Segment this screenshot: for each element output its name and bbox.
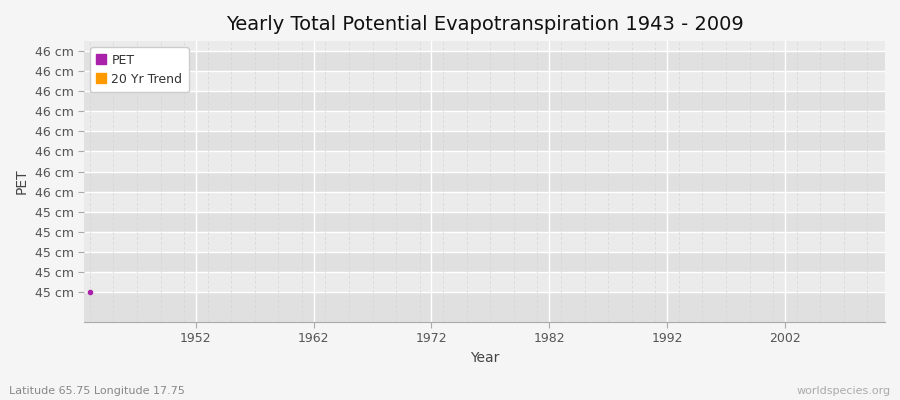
Y-axis label: PET: PET xyxy=(15,169,29,194)
Bar xyxy=(84,41,885,51)
Bar xyxy=(84,91,885,111)
Bar xyxy=(84,172,885,192)
Bar xyxy=(84,292,885,322)
Bar xyxy=(84,252,885,272)
Bar xyxy=(84,51,885,71)
Bar xyxy=(84,152,885,172)
Bar xyxy=(84,272,885,292)
Bar xyxy=(84,192,885,212)
Title: Yearly Total Potential Evapotranspiration 1943 - 2009: Yearly Total Potential Evapotranspiratio… xyxy=(226,15,743,34)
Bar xyxy=(84,132,885,152)
Text: worldspecies.org: worldspecies.org xyxy=(796,386,891,396)
Bar xyxy=(84,212,885,232)
X-axis label: Year: Year xyxy=(470,351,500,365)
Text: Latitude 65.75 Longitude 17.75: Latitude 65.75 Longitude 17.75 xyxy=(9,386,184,396)
Bar xyxy=(84,71,885,91)
Bar xyxy=(84,232,885,252)
Legend: PET, 20 Yr Trend: PET, 20 Yr Trend xyxy=(90,47,189,92)
Bar xyxy=(84,111,885,132)
